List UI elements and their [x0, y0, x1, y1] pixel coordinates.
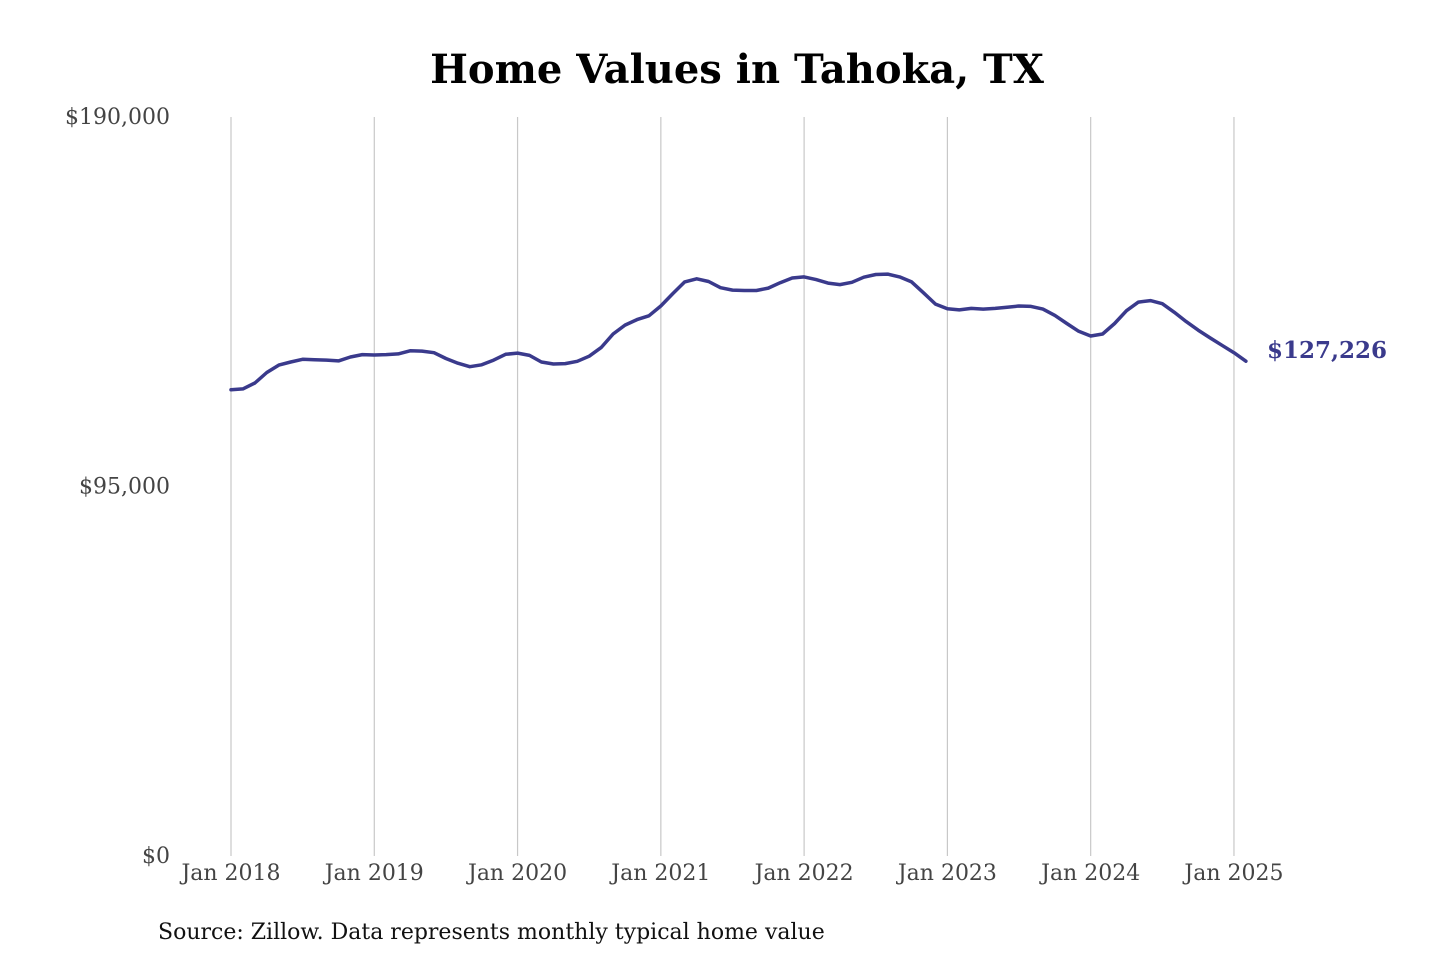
x-tick-label: Jan 2019	[323, 861, 424, 886]
x-tick-label: Jan 2020	[466, 861, 567, 886]
x-tick-label: Jan 2024	[1039, 861, 1140, 886]
x-tick-label: Jan 2023	[896, 861, 997, 886]
x-tick-label: Jan 2018	[179, 861, 280, 886]
end-value-label: $127,226	[1267, 337, 1387, 364]
y-tick-label: $190,000	[65, 105, 170, 130]
source-note: Source: Zillow. Data represents monthly …	[158, 920, 825, 945]
x-axis-ticks: Jan 2018 Jan 2019 Jan 2020 Jan 2021 Jan 2022…	[179, 861, 1283, 886]
x-tick-label: Jan 2022	[753, 861, 854, 886]
y-tick-label: $95,000	[79, 475, 170, 500]
x-tick-label: Jan 2025	[1182, 861, 1283, 886]
y-tick-label: $0	[142, 844, 170, 869]
series-line	[229, 272, 1248, 392]
chart-title: Home Values in Tahoka, TX	[430, 46, 1044, 93]
y-axis-ticks: $0 $95,000 $190,000	[65, 105, 170, 869]
gridlines	[230, 117, 1235, 856]
x-tick-label: Jan 2021	[609, 861, 710, 886]
